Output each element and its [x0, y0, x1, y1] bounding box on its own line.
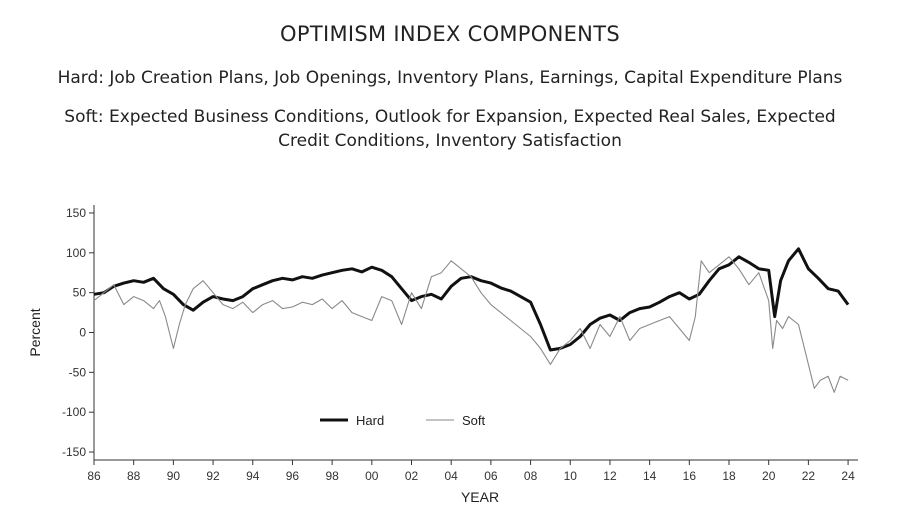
soft-components-description: Soft: Expected Business Conditions, Outl…: [0, 105, 900, 153]
y-tick-label: -100: [62, 405, 86, 419]
x-tick-label: 86: [87, 469, 101, 483]
x-tick-label: 04: [445, 469, 459, 483]
chart-title: OPTIMISM INDEX COMPONENTS: [280, 22, 620, 46]
x-tick-label: 22: [802, 469, 816, 483]
x-tick-label: 06: [484, 469, 498, 483]
y-axis-ticks: 150 100 50 0 -50 -100 -150: [62, 206, 94, 459]
y-tick-label: 100: [66, 246, 86, 260]
soft-components-line-1: Soft: Expected Business Conditions, Outl…: [64, 107, 836, 127]
series-line-hard: [93, 247, 850, 352]
x-tick-label: 16: [683, 469, 697, 483]
y-tick-label: -150: [62, 445, 86, 459]
legend-label-hard: Hard: [356, 413, 384, 428]
x-tick-label: 10: [564, 469, 578, 483]
y-tick-label: 0: [79, 326, 86, 340]
x-tick-label: 08: [524, 469, 538, 483]
soft-components-line-2: Credit Conditions, Inventory Satisfactio…: [278, 131, 622, 151]
x-tick-label: 94: [246, 469, 260, 483]
y-tick-label: 150: [66, 206, 86, 220]
series-lines: [93, 247, 850, 393]
x-tick-label: 98: [325, 469, 339, 483]
x-tick-label: 18: [722, 469, 736, 483]
series-line-soft: [93, 256, 849, 393]
y-tick-label: 50: [73, 286, 87, 300]
x-tick-label: 12: [603, 469, 617, 483]
x-tick-label: 88: [127, 469, 141, 483]
x-tick-label: 00: [365, 469, 379, 483]
x-tick-label: 96: [286, 469, 300, 483]
x-axis-ticks: 86 88 90 92 94 96 98 00 02 04 06 08 10 12 14 16 18 20 22 24: [87, 460, 855, 483]
x-tick-label: 14: [643, 469, 657, 483]
x-tick-label: 24: [841, 469, 855, 483]
chart-legend: Hard Soft: [320, 413, 486, 428]
x-tick-label: 92: [206, 469, 220, 483]
legend-label-soft: Soft: [462, 413, 486, 428]
hard-components-description: Hard: Job Creation Plans, Job Openings, …: [57, 68, 843, 88]
y-tick-label: -50: [69, 365, 87, 379]
y-axis-label: Percent: [27, 308, 43, 356]
x-axis-label: YEAR: [461, 489, 499, 505]
x-tick-label: 02: [405, 469, 419, 483]
x-tick-label: 20: [762, 469, 776, 483]
x-tick-label: 90: [167, 469, 181, 483]
